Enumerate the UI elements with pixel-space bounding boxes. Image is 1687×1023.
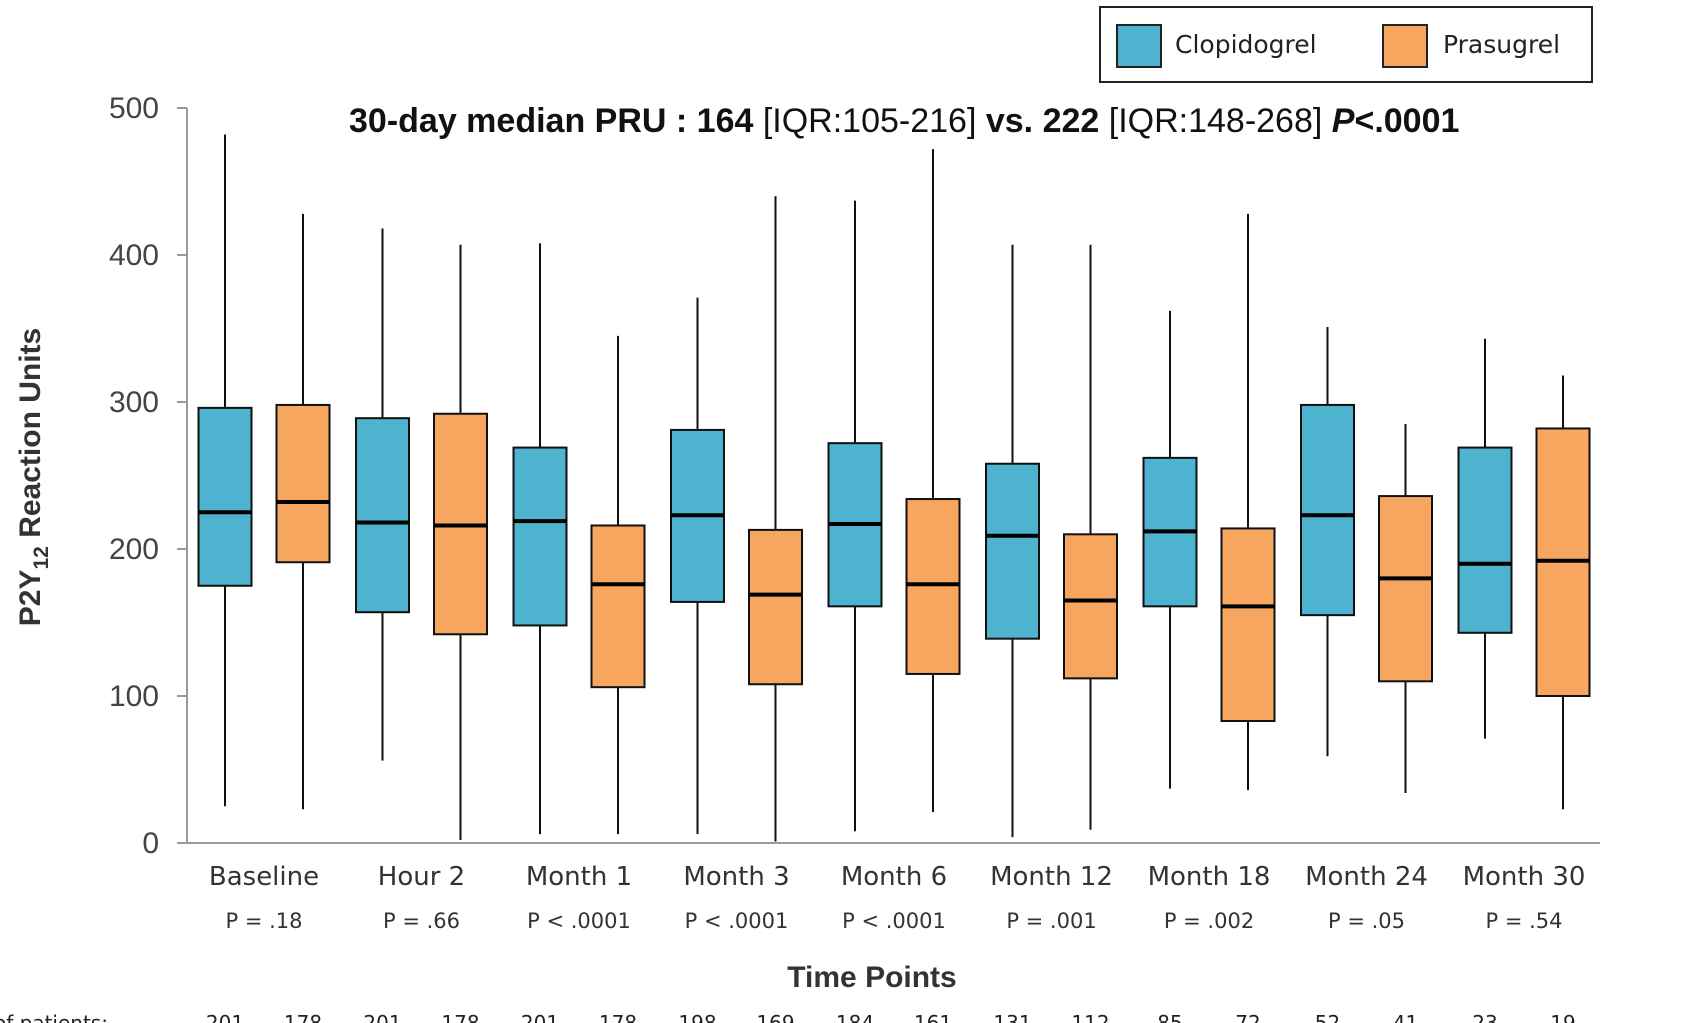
legend: Clopidogrel Prasugrel — [1099, 6, 1593, 83]
y-axis-title-main: P2Y — [14, 570, 47, 627]
y-ticks: 0 100 200 300 400 500 — [109, 92, 187, 860]
category-label: Month 24 — [1305, 862, 1428, 892]
iqr-box — [197, 406, 253, 587]
box-prasugrel-7: 41 — [1378, 424, 1433, 1023]
patient-count: 72 — [1235, 1011, 1260, 1023]
category-label: Month 6 — [841, 862, 947, 892]
p-value-label: P < .0001 — [527, 909, 631, 933]
annotation-part: 164 — [697, 102, 754, 140]
patient-count: 52 — [1315, 1011, 1340, 1023]
category-label: Month 18 — [1148, 862, 1271, 892]
iqr-box — [1063, 533, 1118, 680]
box-prasugrel-8: 19 — [1535, 375, 1591, 1023]
patient-count: 85 — [1157, 1011, 1182, 1023]
patient-count: 184 — [836, 1011, 874, 1023]
y-tick-label: 0 — [142, 827, 159, 860]
box-clopidogrel-6: 85 — [1142, 310, 1198, 1023]
patient-count: 198 — [678, 1011, 716, 1023]
legend-label-clopidogrel: Clopidogrel — [1175, 30, 1317, 59]
box-prasugrel-2: 178 — [590, 335, 646, 1023]
patient-count: 201 — [206, 1011, 244, 1023]
p-value-label: P = .001 — [1006, 909, 1096, 933]
y-tick-label: 400 — [109, 239, 159, 272]
box-marks: 201 178 201 178 201 178 198 169 184 161 131 112 85 72… — [197, 134, 1591, 1023]
iqr-box — [1220, 527, 1276, 722]
p-value-label: P = .18 — [225, 909, 302, 933]
annotation-part: <.0001 — [1354, 102, 1459, 140]
p-value-label: P = .54 — [1485, 909, 1562, 933]
patient-count: 178 — [284, 1011, 322, 1023]
patient-count: 41 — [1393, 1011, 1418, 1023]
patient-count: 169 — [756, 1011, 794, 1023]
box-clopidogrel-5: 131 — [985, 244, 1040, 1023]
box-prasugrel-1: 178 — [433, 244, 488, 1023]
patient-count: 201 — [521, 1011, 559, 1023]
median-annotation: 30-day median PRU : 164 [IQR:105-216] vs… — [349, 102, 1459, 140]
iqr-box — [355, 417, 410, 614]
category-label: Baseline — [209, 862, 319, 892]
box-prasugrel-3: 169 — [748, 196, 803, 1023]
iqr-box — [905, 498, 961, 675]
box-prasugrel-4: 161 — [905, 149, 961, 1023]
patient-count: 112 — [1071, 1011, 1109, 1023]
y-axis-title: P2Y12 Reaction Units — [14, 328, 53, 626]
iqr-box — [590, 524, 646, 689]
iqr-box — [512, 446, 568, 627]
patient-count: 23 — [1472, 1011, 1497, 1023]
y-axis-title-subscript: 12 — [30, 546, 53, 569]
patient-count: 201 — [363, 1011, 401, 1023]
patients-row-label: of patients: — [0, 1011, 108, 1023]
box-clopidogrel-1: 201 — [355, 228, 410, 1023]
box-clopidogrel-0: 201 — [197, 134, 253, 1023]
p-value-label: P = .002 — [1164, 909, 1254, 933]
p-value-label: P < .0001 — [842, 909, 946, 933]
iqr-box — [985, 462, 1040, 640]
legend-label-prasugrel: Prasugrel — [1443, 30, 1560, 59]
p-value-label: P = .66 — [383, 909, 460, 933]
y-tick-label: 300 — [109, 386, 159, 419]
x-axis-title: Time Points — [787, 961, 956, 994]
iqr-box — [1300, 403, 1355, 617]
legend-swatch-clopidogrel — [1116, 24, 1162, 68]
box-prasugrel-5: 112 — [1063, 244, 1118, 1023]
annotation-part: P — [1332, 102, 1355, 140]
box-prasugrel-0: 178 — [275, 213, 331, 1023]
box-clopidogrel-2: 201 — [512, 243, 568, 1023]
iqr-box — [1378, 495, 1433, 683]
box-prasugrel-6: 72 — [1220, 213, 1276, 1023]
p-value-label: P = .05 — [1328, 909, 1405, 933]
category-label: Hour 2 — [378, 862, 465, 892]
iqr-box — [1457, 446, 1513, 634]
annotation-part: vs. 222 — [986, 102, 1099, 140]
category-label: Month 3 — [683, 862, 789, 892]
y-tick-label: 500 — [109, 92, 159, 125]
y-tick-label: 100 — [109, 680, 159, 713]
box-clopidogrel-7: 52 — [1300, 327, 1355, 1023]
p-value-label: P < .0001 — [685, 909, 789, 933]
annotation-part: [IQR:105-216] — [753, 102, 985, 140]
patient-count: 19 — [1550, 1011, 1575, 1023]
iqr-box — [748, 528, 803, 686]
legend-swatch-prasugrel — [1382, 24, 1428, 68]
x-labels: Baseline P = .18 Hour 2 P = .66 Month 1 P < .… — [209, 862, 1586, 933]
y-tick-label: 200 — [109, 533, 159, 566]
annotation-part: 30-day median PRU : — [349, 102, 697, 140]
patient-count: 161 — [914, 1011, 952, 1023]
legend-frame — [1099, 6, 1593, 83]
iqr-box — [275, 403, 331, 564]
category-label: Month 1 — [526, 862, 632, 892]
patient-count: 178 — [599, 1011, 637, 1023]
patient-count: 131 — [993, 1011, 1031, 1023]
box-clopidogrel-4: 184 — [827, 200, 883, 1023]
annotation-part: [IQR:148-268] — [1099, 102, 1331, 140]
box-clopidogrel-3: 198 — [670, 297, 725, 1023]
patient-count: 178 — [441, 1011, 479, 1023]
box-clopidogrel-8: 23 — [1457, 338, 1513, 1023]
axes — [186, 108, 1600, 844]
y-axis-title-rest: Reaction Units — [14, 328, 47, 546]
category-label: Month 12 — [990, 862, 1113, 892]
category-label: Month 30 — [1463, 862, 1586, 892]
